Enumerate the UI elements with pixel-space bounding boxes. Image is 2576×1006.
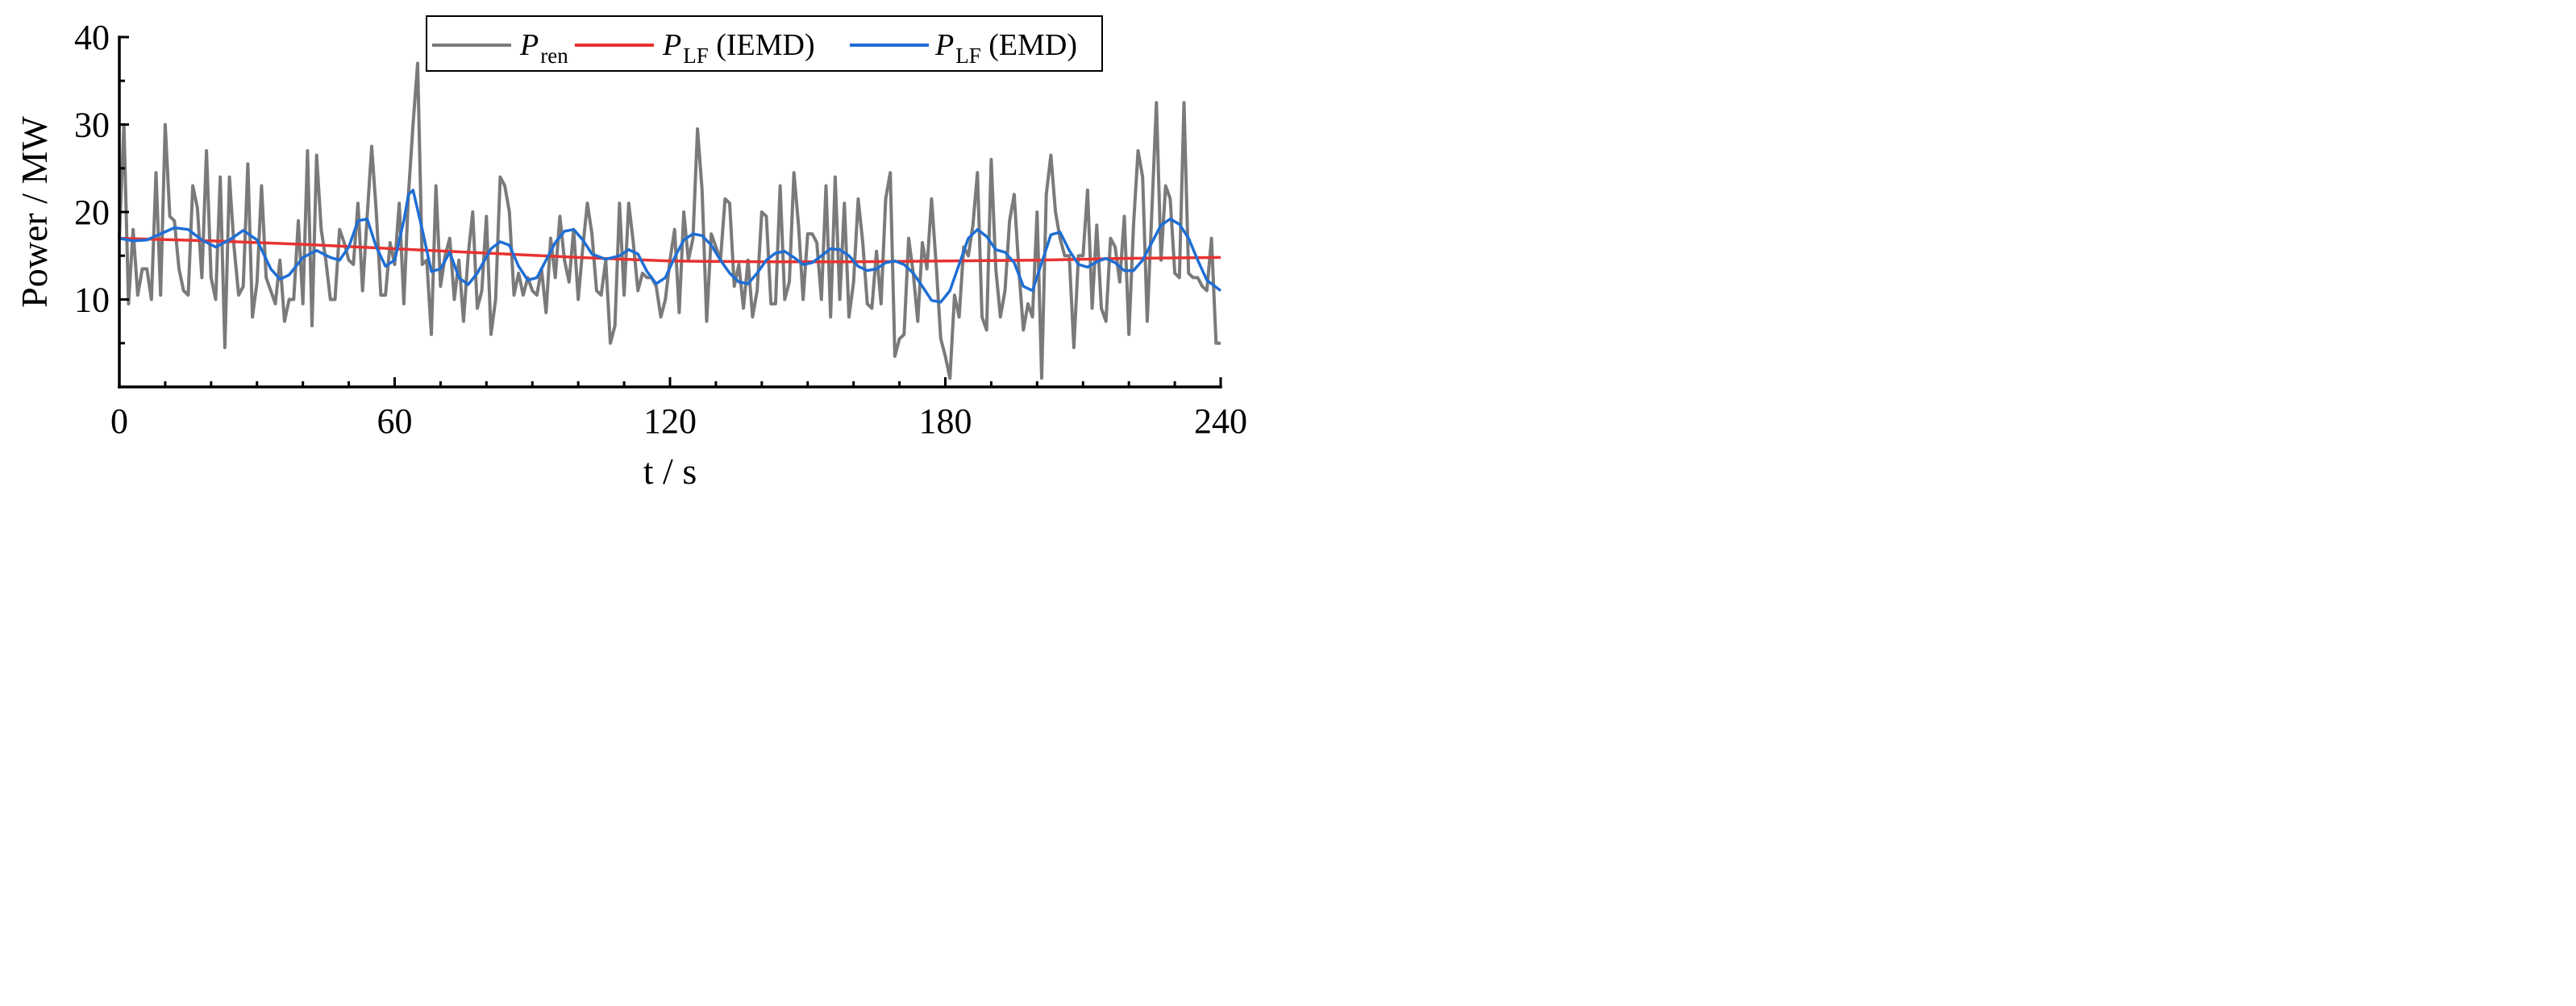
x-tick-label: 240 — [1194, 401, 1247, 441]
legend: Pren PLF (IEMD) PLF (EMD) — [426, 15, 1103, 72]
tick-labels: 0 60 120 180 240 10 20 30 40 — [74, 18, 1247, 441]
legend-label-2: PLF (IEMD) — [662, 28, 815, 68]
y-tick-label: 20 — [74, 193, 110, 232]
y-tick-label: 30 — [74, 106, 110, 145]
x-tick-label: 120 — [643, 401, 697, 441]
line-chart: 0 60 120 180 240 10 20 30 40 t / s Power / MW Pr… — [14, 15, 1247, 492]
legend-label-3: PLF (EMD) — [934, 28, 1077, 68]
y-axis-title: Power / MW — [14, 116, 55, 308]
y-tick-label: 40 — [74, 18, 110, 57]
axes — [118, 35, 1222, 389]
legend-label-1: Pren — [519, 28, 568, 68]
series-line-2 — [119, 236, 1221, 264]
x-tick-label: 0 — [110, 401, 128, 441]
x-tick-label: 180 — [919, 401, 972, 441]
x-tick-label: 60 — [377, 401, 413, 441]
x-axis-title: t / s — [643, 451, 697, 492]
series-layer — [118, 61, 1222, 380]
legend-box — [426, 15, 1103, 72]
y-tick-label: 10 — [74, 281, 110, 320]
series-line-3 — [119, 189, 1222, 304]
series-line-1 — [118, 61, 1221, 380]
